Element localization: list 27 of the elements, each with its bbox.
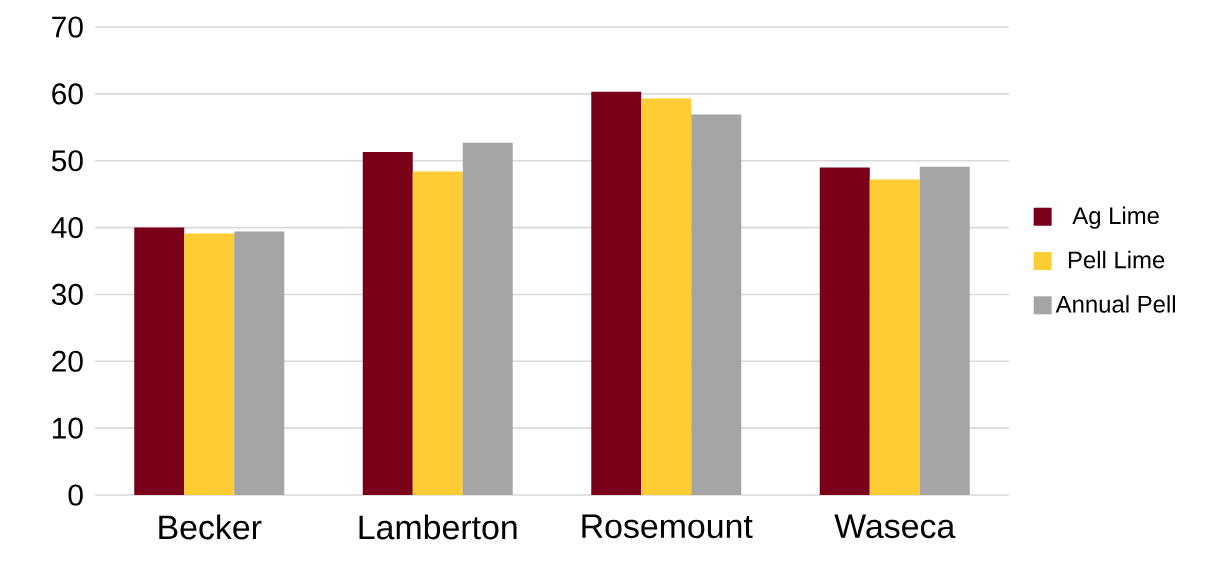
- bar: [412, 171, 463, 495]
- bar: [134, 227, 185, 495]
- y-tick-label: 60: [52, 83, 83, 105]
- bar: [869, 179, 920, 495]
- bar: [591, 91, 642, 495]
- y-tick-label: 30: [51, 283, 83, 305]
- bar: [362, 152, 413, 495]
- bar: [691, 114, 742, 495]
- legend-label: Pell Lime: [1068, 250, 1165, 269]
- y-tick-label: 10: [53, 417, 83, 439]
- y-tick-label: 50: [51, 150, 83, 172]
- legend-label: Annual Pell: [1055, 295, 1175, 313]
- x-tick-label: Lamberton: [359, 514, 517, 540]
- x-tick-label: Becker: [159, 514, 262, 540]
- y-tick-label: 70: [52, 16, 83, 38]
- bar: [819, 167, 870, 495]
- bar: [641, 98, 692, 495]
- x-tick-label: Waseca: [834, 514, 956, 539]
- y-tick-label: 40: [51, 216, 83, 239]
- bar: [462, 142, 513, 495]
- legend-label: Ag Lime: [1072, 206, 1159, 229]
- y-tick-label: 0: [68, 484, 83, 506]
- y-tick-label: 20: [52, 350, 83, 372]
- bar: [234, 231, 285, 495]
- bar: [184, 233, 235, 495]
- x-tick-label: Rosemount: [582, 514, 753, 539]
- bar: [919, 166, 970, 495]
